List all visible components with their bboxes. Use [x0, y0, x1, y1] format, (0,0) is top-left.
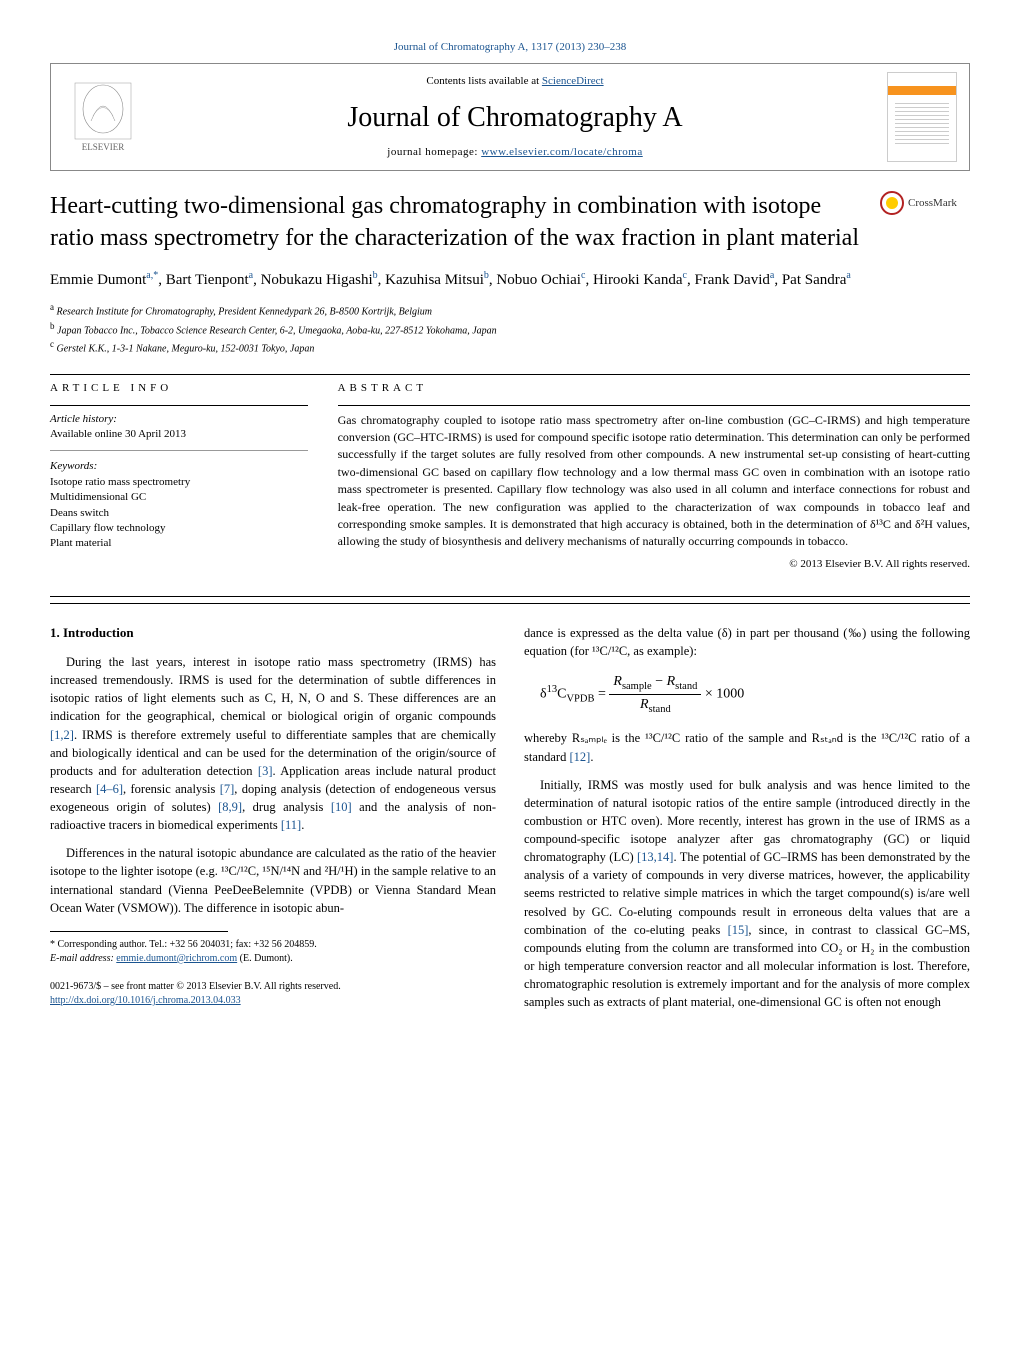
journal-name: Journal of Chromatography A	[143, 98, 887, 137]
affiliation-line: c Gerstel K.K., 1-3-1 Nakane, Meguro-ku,…	[50, 338, 970, 356]
intro-para-2: Differences in the natural isotopic abun…	[50, 844, 496, 917]
journal-citation: Journal of Chromatography A, 1317 (2013)…	[50, 40, 970, 55]
body-column-right: dance is expressed as the delta value (δ…	[524, 624, 970, 1021]
col2-post-equation: whereby Rₛₐₘₚₗₑ is the ¹³C/¹²C ratio of …	[524, 729, 970, 765]
doi-link[interactable]: http://dx.doi.org/10.1016/j.chroma.2013.…	[50, 995, 241, 1006]
delta-equation: δ13CVPDB = Rsample − Rstand Rstand × 100…	[540, 672, 970, 717]
article-info-column: ARTICLE INFO Article history: Available …	[50, 381, 308, 572]
body-column-left: 1. Introduction During the last years, i…	[50, 624, 496, 1021]
corresponding-author-footnote: * Corresponding author. Tel.: +32 56 204…	[50, 938, 496, 966]
journal-homepage-line: journal homepage: www.elsevier.com/locat…	[143, 145, 887, 160]
journal-header: ELSEVIER Contents lists available at Sci…	[50, 63, 970, 171]
journal-homepage-link[interactable]: www.elsevier.com/locate/chroma	[481, 146, 643, 158]
col2-pre-equation: dance is expressed as the delta value (δ…	[524, 624, 970, 660]
journal-cover-thumbnail	[887, 72, 957, 162]
bottom-meta: 0021-9673/$ – see front matter © 2013 El…	[50, 980, 496, 1008]
abstract-head: ABSTRACT	[338, 381, 970, 396]
intro-para-1: During the last years, interest in isoto…	[50, 653, 496, 834]
article-info-head: ARTICLE INFO	[50, 381, 308, 396]
keywords-list: Isotope ratio mass spectrometryMultidime…	[50, 475, 308, 552]
keyword-item: Deans switch	[50, 506, 308, 521]
keyword-item: Isotope ratio mass spectrometry	[50, 475, 308, 490]
crossmark-icon	[880, 191, 904, 215]
abstract-column: ABSTRACT Gas chromatography coupled to i…	[338, 381, 970, 572]
paper-title: Heart-cutting two-dimensional gas chroma…	[50, 191, 880, 253]
keyword-item: Plant material	[50, 536, 308, 551]
col2-para-2: Initially, IRMS was mostly used for bulk…	[524, 776, 970, 1012]
abstract-copyright: © 2013 Elsevier B.V. All rights reserved…	[338, 557, 970, 572]
corresponding-email-link[interactable]: emmie.dumont@richrom.com	[116, 953, 237, 964]
article-history-text: Available online 30 April 2013	[50, 427, 308, 442]
keyword-item: Multidimensional GC	[50, 490, 308, 505]
keyword-item: Capillary flow technology	[50, 521, 308, 536]
elsevier-logo: ELSEVIER	[63, 77, 143, 157]
introduction-head: 1. Introduction	[50, 624, 496, 643]
affiliation-line: a Research Institute for Chromatography,…	[50, 301, 970, 319]
contents-available-line: Contents lists available at ScienceDirec…	[143, 74, 887, 89]
sciencedirect-link[interactable]: ScienceDirect	[542, 75, 604, 87]
crossmark-badge[interactable]: CrossMark	[880, 191, 970, 215]
authors-list: Emmie Dumonta,*, Bart Tienponta, Nobukaz…	[50, 268, 970, 292]
abstract-text: Gas chromatography coupled to isotope ra…	[338, 412, 970, 551]
article-history-label: Article history:	[50, 412, 308, 427]
affiliation-line: b Japan Tobacco Inc., Tobacco Science Re…	[50, 320, 970, 338]
keywords-label: Keywords:	[50, 459, 308, 474]
affiliations: a Research Institute for Chromatography,…	[50, 301, 970, 356]
